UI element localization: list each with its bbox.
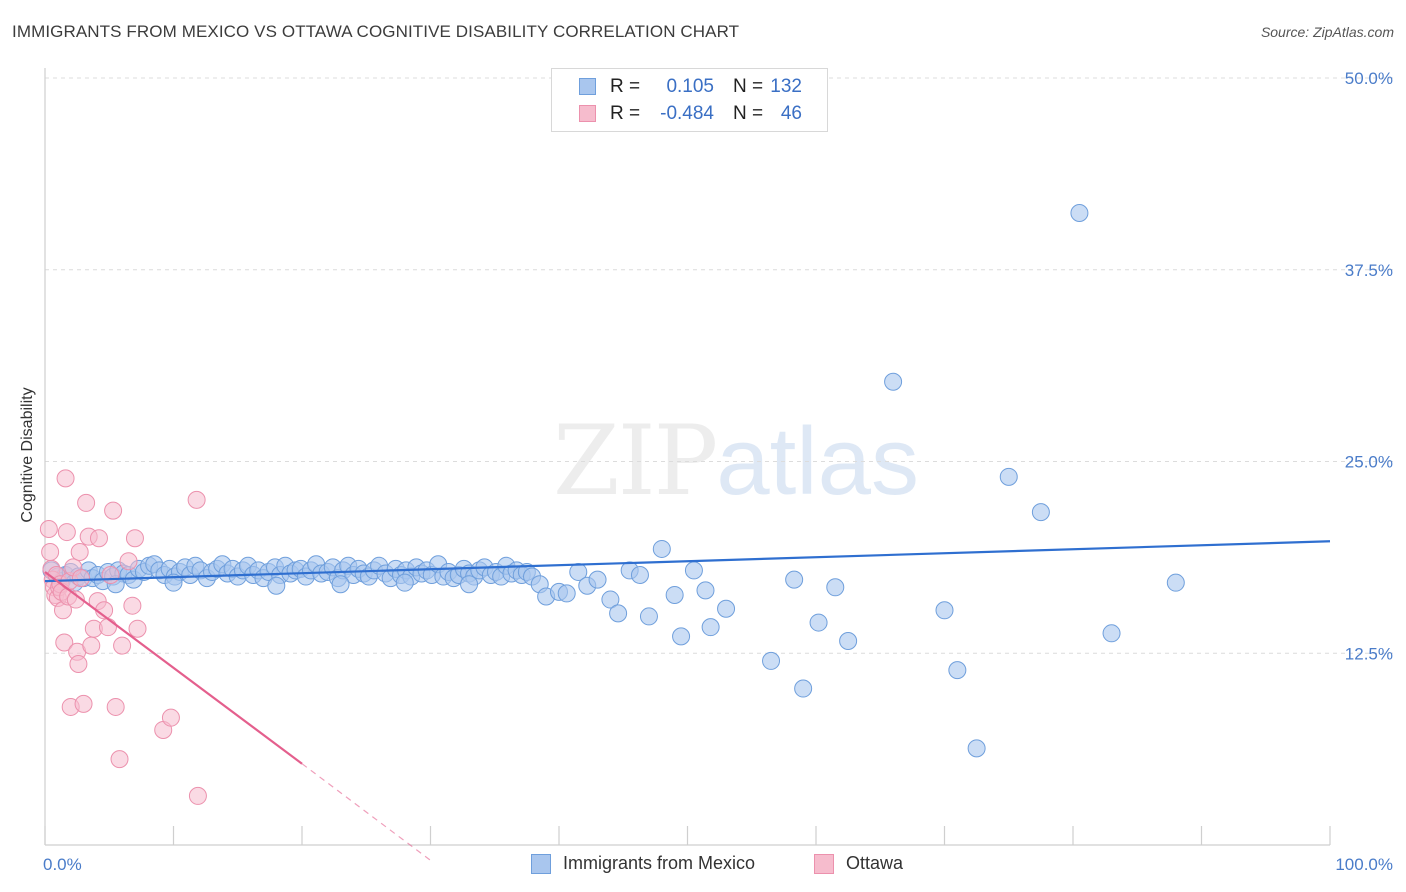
series-ottawa bbox=[39, 469, 207, 805]
data-point-ottawa bbox=[123, 596, 142, 615]
data-point-mexico bbox=[639, 607, 658, 626]
data-point-ottawa bbox=[55, 633, 74, 652]
data-point-ottawa bbox=[101, 566, 120, 585]
x-tick-label: 0.0% bbox=[43, 855, 82, 874]
y-tick-label: 12.5% bbox=[1345, 644, 1393, 663]
data-point-ottawa bbox=[161, 708, 180, 727]
data-point-ottawa bbox=[106, 697, 125, 716]
data-point-ottawa bbox=[77, 493, 96, 512]
data-point-ottawa bbox=[57, 523, 76, 542]
data-point-ottawa bbox=[82, 636, 101, 655]
legend-n-label: N = bbox=[733, 76, 764, 97]
data-point-mexico bbox=[1070, 203, 1089, 222]
trend-line-ottawa bbox=[44, 571, 303, 765]
data-point-ottawa bbox=[125, 529, 144, 548]
data-point-mexico bbox=[601, 590, 620, 609]
data-point-ottawa bbox=[39, 519, 58, 538]
data-point-ottawa bbox=[128, 619, 147, 638]
legend-swatch-blue bbox=[531, 854, 551, 874]
data-point-ottawa bbox=[104, 501, 123, 520]
x-tick-label: 100.0% bbox=[1335, 855, 1393, 874]
watermark-zip: ZIP bbox=[553, 405, 718, 517]
legend-n-value: 132 bbox=[770, 76, 802, 97]
data-point-ottawa bbox=[71, 569, 90, 588]
legend-swatch-pink bbox=[579, 105, 596, 122]
tick-labels: 12.5% 25.0% 37.5% 50.0% 0.0% 100.0% bbox=[43, 69, 1393, 874]
data-point-mexico bbox=[935, 601, 954, 620]
data-point-mexico bbox=[884, 372, 903, 391]
data-point-mexico bbox=[267, 576, 286, 595]
data-point-mexico bbox=[809, 613, 828, 632]
data-point-mexico bbox=[785, 570, 804, 589]
legend-swatch-pink bbox=[814, 854, 834, 874]
legend-n-label: N = bbox=[733, 103, 764, 124]
data-point-ottawa bbox=[70, 543, 89, 562]
trend-line-mexico bbox=[44, 540, 1331, 583]
data-point-mexico bbox=[609, 604, 628, 623]
data-point-ottawa bbox=[66, 590, 85, 609]
data-point-mexico bbox=[557, 584, 576, 603]
data-point-mexico bbox=[630, 566, 649, 585]
legend-n-value: 46 bbox=[780, 103, 802, 124]
trend-lines bbox=[44, 540, 1331, 861]
data-point-ottawa bbox=[113, 636, 132, 655]
data-point-mexico bbox=[762, 651, 781, 670]
data-point-mexico bbox=[569, 562, 588, 581]
source-label: Source: ZipAtlas.com bbox=[1260, 24, 1394, 40]
legend-swatch-blue bbox=[579, 78, 596, 95]
legend-label: Ottawa bbox=[846, 853, 904, 873]
legend-row-ottawa: R = -0.484 N = 46 bbox=[552, 102, 827, 126]
data-point-ottawa bbox=[187, 490, 206, 509]
data-point-mexico bbox=[331, 575, 350, 594]
data-point-ottawa bbox=[41, 543, 60, 562]
data-point-mexico bbox=[794, 679, 813, 698]
data-point-ottawa bbox=[89, 529, 108, 548]
legend-r-value: -0.484 bbox=[660, 103, 714, 124]
data-point-mexico bbox=[460, 575, 479, 594]
data-point-ottawa bbox=[69, 654, 88, 673]
chart-title: IMMIGRANTS FROM MEXICO VS OTTAWA COGNITI… bbox=[12, 22, 740, 41]
data-point-mexico bbox=[839, 631, 858, 650]
series-immigrants-from-mexico bbox=[42, 203, 1185, 758]
data-point-ottawa bbox=[119, 552, 138, 571]
data-point-mexico bbox=[164, 573, 183, 592]
legend-r-label: R = bbox=[610, 76, 641, 97]
data-point-mexico bbox=[826, 578, 845, 597]
data-point-mexico bbox=[701, 618, 720, 637]
data-point-mexico bbox=[948, 661, 967, 680]
data-point-ottawa bbox=[74, 694, 93, 713]
data-point-mexico bbox=[672, 627, 691, 646]
y-tick-label: 50.0% bbox=[1345, 69, 1393, 88]
data-point-mexico bbox=[696, 581, 715, 600]
axes bbox=[44, 68, 1331, 846]
data-point-mexico bbox=[652, 539, 671, 558]
data-point-mexico bbox=[967, 739, 986, 758]
y-tick-label: 25.0% bbox=[1345, 453, 1393, 472]
legend-label: Immigrants from Mexico bbox=[563, 853, 756, 873]
data-point-mexico bbox=[1031, 503, 1050, 522]
data-point-mexico bbox=[684, 561, 703, 580]
data-point-mexico bbox=[717, 599, 736, 618]
legend-r-label: R = bbox=[610, 103, 641, 124]
data-point-ottawa bbox=[56, 469, 75, 488]
data-point-mexico bbox=[999, 467, 1018, 486]
stats-legend: R = 0.105 N = 132 R = -0.484 N = 46 bbox=[551, 68, 828, 132]
data-point-mexico bbox=[395, 573, 414, 592]
data-point-ottawa bbox=[188, 786, 207, 805]
data-point-ottawa bbox=[98, 618, 117, 637]
trend-line-ottawa-extension bbox=[301, 763, 431, 861]
legend-row-mexico: R = 0.105 N = 132 bbox=[552, 75, 827, 99]
data-point-mexico bbox=[1102, 624, 1121, 643]
legend-r-value: 0.105 bbox=[666, 76, 714, 97]
data-point-mexico bbox=[1166, 573, 1185, 592]
y-tick-label: 37.5% bbox=[1345, 261, 1393, 280]
data-point-mexico bbox=[665, 585, 684, 604]
data-point-ottawa bbox=[110, 750, 129, 769]
data-point-mexico bbox=[588, 570, 607, 589]
